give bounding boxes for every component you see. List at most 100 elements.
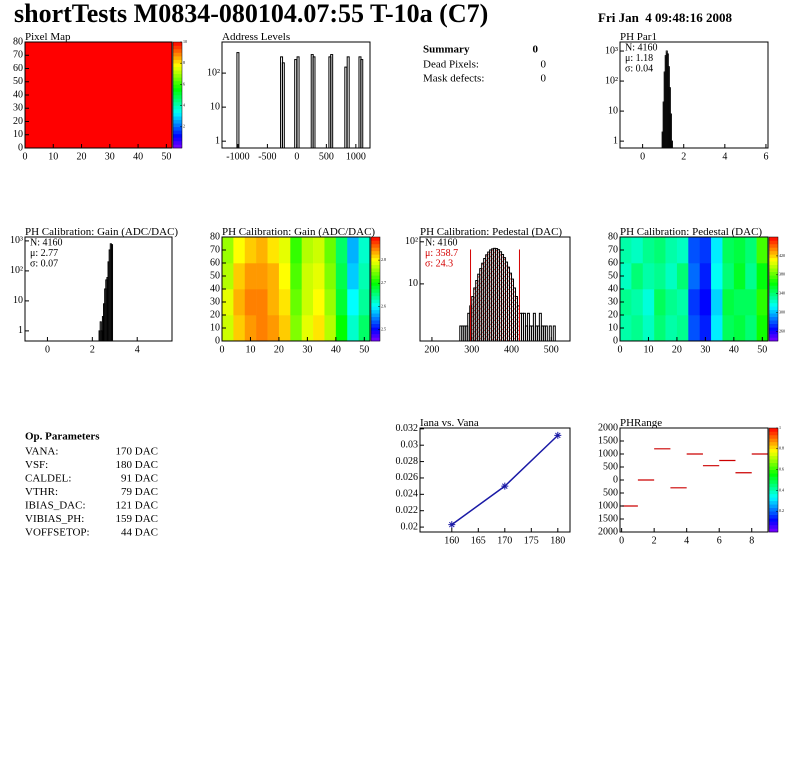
color-scale bbox=[371, 320, 380, 324]
heat-cell bbox=[699, 237, 712, 264]
x-tick-label: 50 bbox=[161, 151, 171, 162]
chart-title: PHRange bbox=[620, 417, 662, 429]
x-tick-label: 175 bbox=[524, 535, 539, 546]
color-tick-label: 420 bbox=[779, 253, 785, 258]
summary-value: 0 bbox=[541, 59, 547, 71]
heat-cell bbox=[278, 237, 291, 264]
chart-title: Iana vs. Vana bbox=[420, 417, 479, 429]
color-scale bbox=[769, 254, 778, 259]
color-scale bbox=[371, 254, 380, 259]
x-tick-label: 40 bbox=[133, 151, 143, 162]
y-tick-label: 50 bbox=[13, 76, 23, 87]
y-tick-label: 10 bbox=[608, 322, 618, 333]
heat-cell bbox=[642, 289, 655, 316]
heat-cell bbox=[244, 289, 257, 316]
y-tick-label: 50 bbox=[210, 270, 220, 281]
param-value: 91 DAC bbox=[121, 473, 158, 485]
color-scale bbox=[769, 507, 778, 512]
color-scale bbox=[769, 511, 778, 515]
color-scale bbox=[371, 327, 380, 331]
color-scale bbox=[769, 438, 778, 443]
heat-cell bbox=[722, 315, 735, 342]
stats-line: N: 4160 bbox=[625, 42, 658, 53]
color-tick-label: 1 bbox=[779, 425, 781, 430]
heat-cell bbox=[688, 237, 700, 264]
y-tick-label: 1500 bbox=[598, 513, 618, 524]
color-scale bbox=[173, 109, 182, 113]
x-tick-label: 0 bbox=[294, 151, 299, 162]
color-scale bbox=[769, 448, 778, 453]
x-tick-label: 0 bbox=[23, 151, 28, 162]
y-tick-label: 40 bbox=[608, 283, 618, 294]
y-tick-label: 70 bbox=[210, 244, 220, 255]
y-tick-label: 30 bbox=[608, 296, 618, 307]
y-tick-label: 1 bbox=[613, 135, 618, 146]
x-tick-label: 170 bbox=[497, 535, 512, 546]
x-tick-label: 10 bbox=[643, 344, 653, 355]
x-tick-label: 6 bbox=[717, 535, 722, 546]
color-scale bbox=[173, 52, 182, 57]
param-name: VTHR: bbox=[25, 486, 58, 498]
heat-cell bbox=[244, 263, 257, 290]
color-scale bbox=[371, 289, 380, 293]
color-scale bbox=[173, 137, 182, 142]
heat-cell bbox=[722, 263, 735, 290]
color-scale bbox=[173, 144, 182, 149]
color-scale-frame bbox=[768, 236, 779, 342]
heat-cell bbox=[699, 289, 712, 316]
color-tick-label: 2 bbox=[183, 124, 185, 129]
color-scale bbox=[769, 521, 778, 526]
color-scale bbox=[769, 285, 778, 290]
y-tick-label: 10 bbox=[608, 105, 618, 116]
y-tick-label: 10 bbox=[408, 278, 418, 289]
x-tick-label: 0 bbox=[45, 344, 50, 355]
heat-cell bbox=[290, 315, 302, 342]
heat-cell bbox=[642, 237, 655, 264]
y-tick-label: 80 bbox=[608, 231, 618, 242]
color-scale bbox=[173, 66, 182, 71]
color-scale bbox=[769, 243, 778, 248]
heat-cell bbox=[267, 237, 280, 264]
heat-cell bbox=[301, 237, 314, 264]
heat-cell bbox=[642, 263, 655, 290]
x-tick-label: 500 bbox=[544, 344, 559, 355]
color-scale bbox=[371, 237, 380, 241]
color-scale bbox=[173, 98, 182, 103]
point-marker bbox=[501, 482, 509, 490]
y-tick-label: 40 bbox=[210, 283, 220, 294]
color-scale bbox=[371, 295, 380, 300]
stats-line: σ: 24.3 bbox=[425, 258, 453, 269]
heat-cell bbox=[267, 315, 280, 342]
color-scale bbox=[769, 289, 778, 293]
color-scale bbox=[769, 441, 778, 446]
color-tick-label: 4 bbox=[183, 103, 185, 108]
param-name: VANA: bbox=[25, 446, 58, 458]
color-scale-frame bbox=[172, 41, 183, 149]
heat-cell bbox=[711, 263, 723, 290]
color-scale bbox=[769, 434, 778, 439]
x-tick-label: 165 bbox=[471, 535, 486, 546]
heat-cell bbox=[278, 263, 291, 290]
plot-frame bbox=[24, 236, 173, 342]
chart-title: Address Levels bbox=[222, 31, 290, 43]
chart-title: Pixel Map bbox=[25, 31, 71, 43]
y-tick-label: 80 bbox=[210, 231, 220, 242]
params-title: Op. Parameters bbox=[25, 431, 100, 443]
color-scale bbox=[769, 320, 778, 324]
param-value: 170 DAC bbox=[116, 446, 158, 458]
heat-cell bbox=[676, 237, 689, 264]
heat-cell bbox=[358, 289, 371, 316]
y-tick-label: 70 bbox=[13, 50, 23, 61]
color-scale bbox=[769, 500, 778, 505]
y-tick-label: 0.02 bbox=[401, 521, 419, 532]
color-scale bbox=[173, 59, 182, 64]
param-value: 44 DAC bbox=[121, 527, 158, 539]
color-scale bbox=[371, 334, 380, 338]
color-tick-label: 0.6 bbox=[779, 467, 784, 472]
y-tick-label: 0 bbox=[18, 142, 23, 153]
color-scale bbox=[769, 268, 778, 272]
x-tick-label: 300 bbox=[464, 344, 479, 355]
y-tick-label: 10² bbox=[605, 75, 618, 86]
heat-cell bbox=[233, 237, 246, 264]
